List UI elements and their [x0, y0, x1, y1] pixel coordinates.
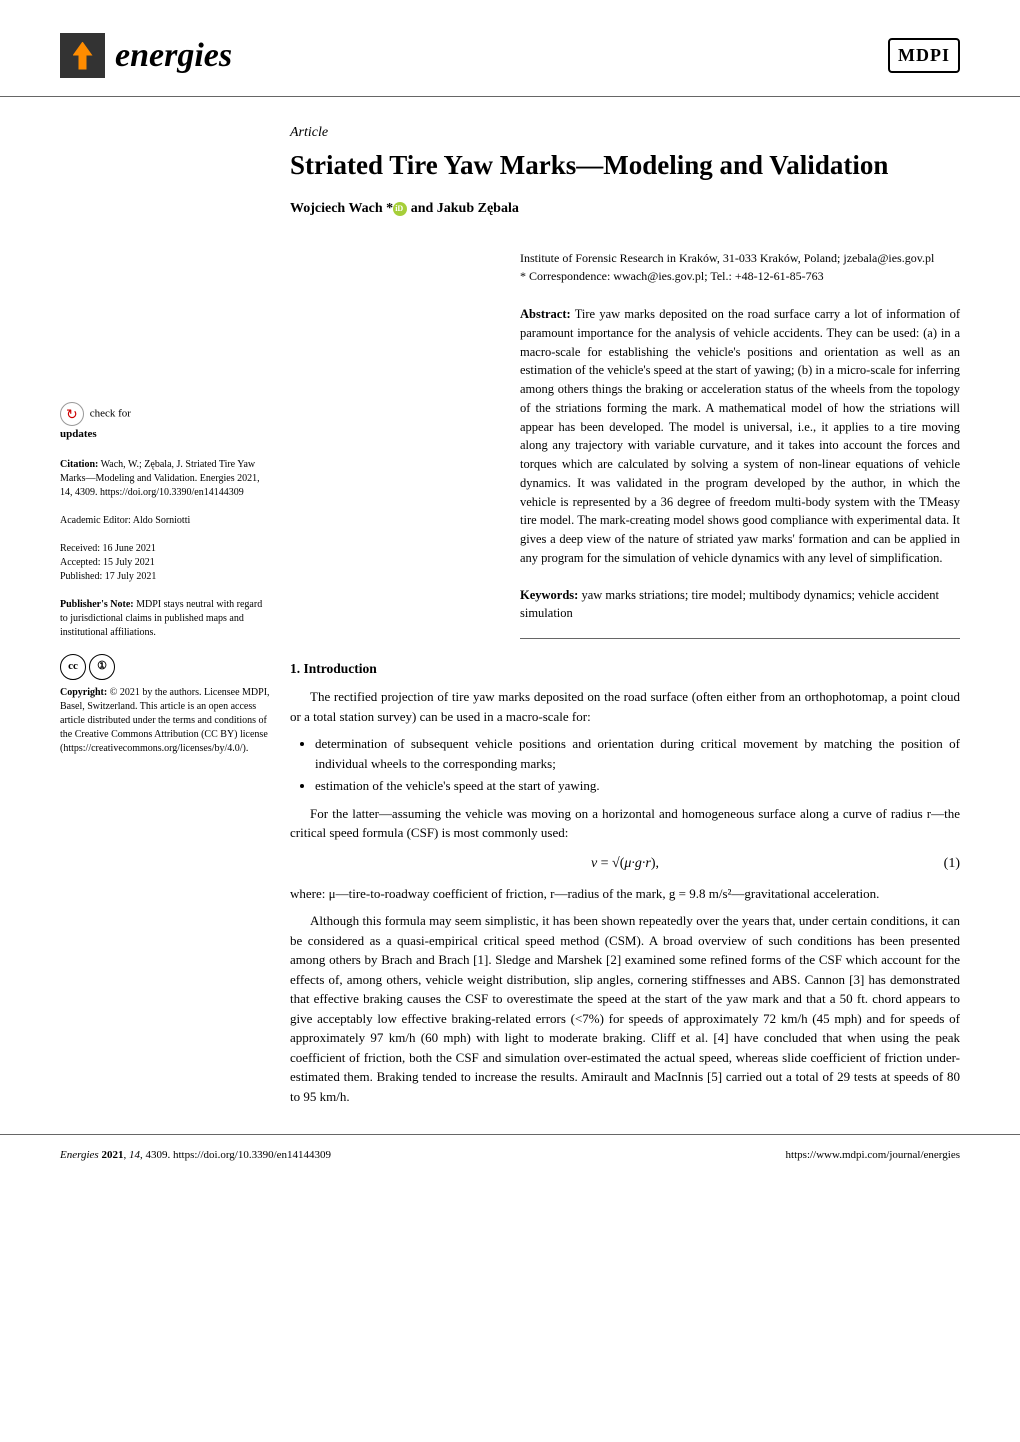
article-type: Article: [290, 122, 960, 143]
abstract-label: Abstract:: [520, 307, 571, 321]
page-footer: Energies 2021, 14, 4309. https://doi.org…: [0, 1134, 1020, 1189]
article-title: Striated Tire Yaw Marks—Modeling and Val…: [290, 148, 960, 183]
published-date: 17 July 2021: [105, 571, 157, 582]
orcid-icon[interactable]: [393, 202, 407, 216]
body-paragraph: The rectified projection of tire yaw mar…: [290, 687, 960, 726]
footer-right[interactable]: https://www.mdpi.com/journal/energies: [786, 1147, 960, 1164]
authors: Wojciech Wach * and Jakub Zębala: [290, 198, 960, 219]
received-label: Received:: [60, 543, 100, 554]
keywords-text: yaw marks striations; tire model; multib…: [520, 588, 939, 621]
body-paragraph: Although this formula may seem simplisti…: [290, 911, 960, 1106]
bullet-item: determination of subsequent vehicle posi…: [315, 734, 960, 773]
equation-formula: v = √(μ·g·r),: [591, 856, 659, 871]
check-updates-icon: [60, 402, 84, 426]
equation-number: (1): [944, 853, 960, 874]
publisher-logo: MDPI: [888, 38, 960, 73]
cc-icons: cc ①: [60, 654, 270, 680]
cc-icon: cc: [60, 654, 86, 680]
citation-block: Citation: Wach, W.; Zębala, J. Striated …: [60, 458, 270, 500]
citation-label: Citation:: [60, 459, 98, 470]
body-paragraph: where: μ—tire-to-roadway coefficient of …: [290, 884, 960, 904]
abstract-block: Abstract: Tire yaw marks deposited on th…: [520, 305, 960, 568]
check-updates-widget[interactable]: check forupdates: [60, 402, 270, 443]
published-label: Published:: [60, 571, 102, 582]
license-block: cc ① Copyright: © 2021 by the authors. L…: [60, 654, 270, 756]
main-column: Article Striated Tire Yaw Marks—Modeling…: [290, 122, 960, 1114]
accepted-label: Accepted:: [60, 557, 101, 568]
bullet-item: estimation of the vehicle's speed at the…: [315, 776, 960, 796]
accepted-date: 15 July 2021: [103, 557, 155, 568]
dates-block: Received: 16 June 2021 Accepted: 15 July…: [60, 542, 270, 584]
by-icon: ①: [89, 654, 115, 680]
copyright-label: Copyright:: [60, 687, 107, 698]
section-heading: 1. Introduction: [290, 659, 960, 679]
affiliation-block: Institute of Forensic Research in Kraków…: [520, 249, 960, 285]
body-paragraph: For the latter—assuming the vehicle was …: [290, 804, 960, 843]
journal-logo: energies: [60, 30, 232, 81]
abstract-text: Tire yaw marks deposited on the road sur…: [520, 307, 960, 565]
page-header: energies MDPI: [0, 0, 1020, 97]
article-content: check forupdates Citation: Wach, W.; Zęb…: [0, 97, 1020, 1134]
sidebar: check forupdates Citation: Wach, W.; Zęb…: [60, 122, 290, 1114]
journal-name: energies: [115, 30, 232, 81]
bullet-list: determination of subsequent vehicle posi…: [315, 734, 960, 796]
equation: v = √(μ·g·r), (1): [290, 853, 960, 874]
footer-left: Energies 2021, 14, 4309. https://doi.org…: [60, 1147, 331, 1164]
keywords-label: Keywords:: [520, 588, 578, 602]
copyright-block: Copyright: © 2021 by the authors. Licens…: [60, 686, 270, 756]
received-date: 16 June 2021: [102, 543, 155, 554]
keywords-block: Keywords: yaw marks striations; tire mod…: [520, 586, 960, 640]
publisher-note-block: Publisher's Note: MDPI stays neutral wit…: [60, 598, 270, 640]
affiliation-text: Institute of Forensic Research in Kraków…: [520, 249, 960, 267]
editor-name: Aldo Sorniotti: [133, 515, 191, 526]
editor-block: Academic Editor: Aldo Sorniotti: [60, 514, 270, 528]
energies-logo-icon: [60, 33, 105, 78]
publisher-note-label: Publisher's Note:: [60, 599, 134, 610]
correspondence-text: * Correspondence: wwach@ies.gov.pl; Tel.…: [520, 267, 960, 285]
editor-label: Academic Editor:: [60, 515, 131, 526]
